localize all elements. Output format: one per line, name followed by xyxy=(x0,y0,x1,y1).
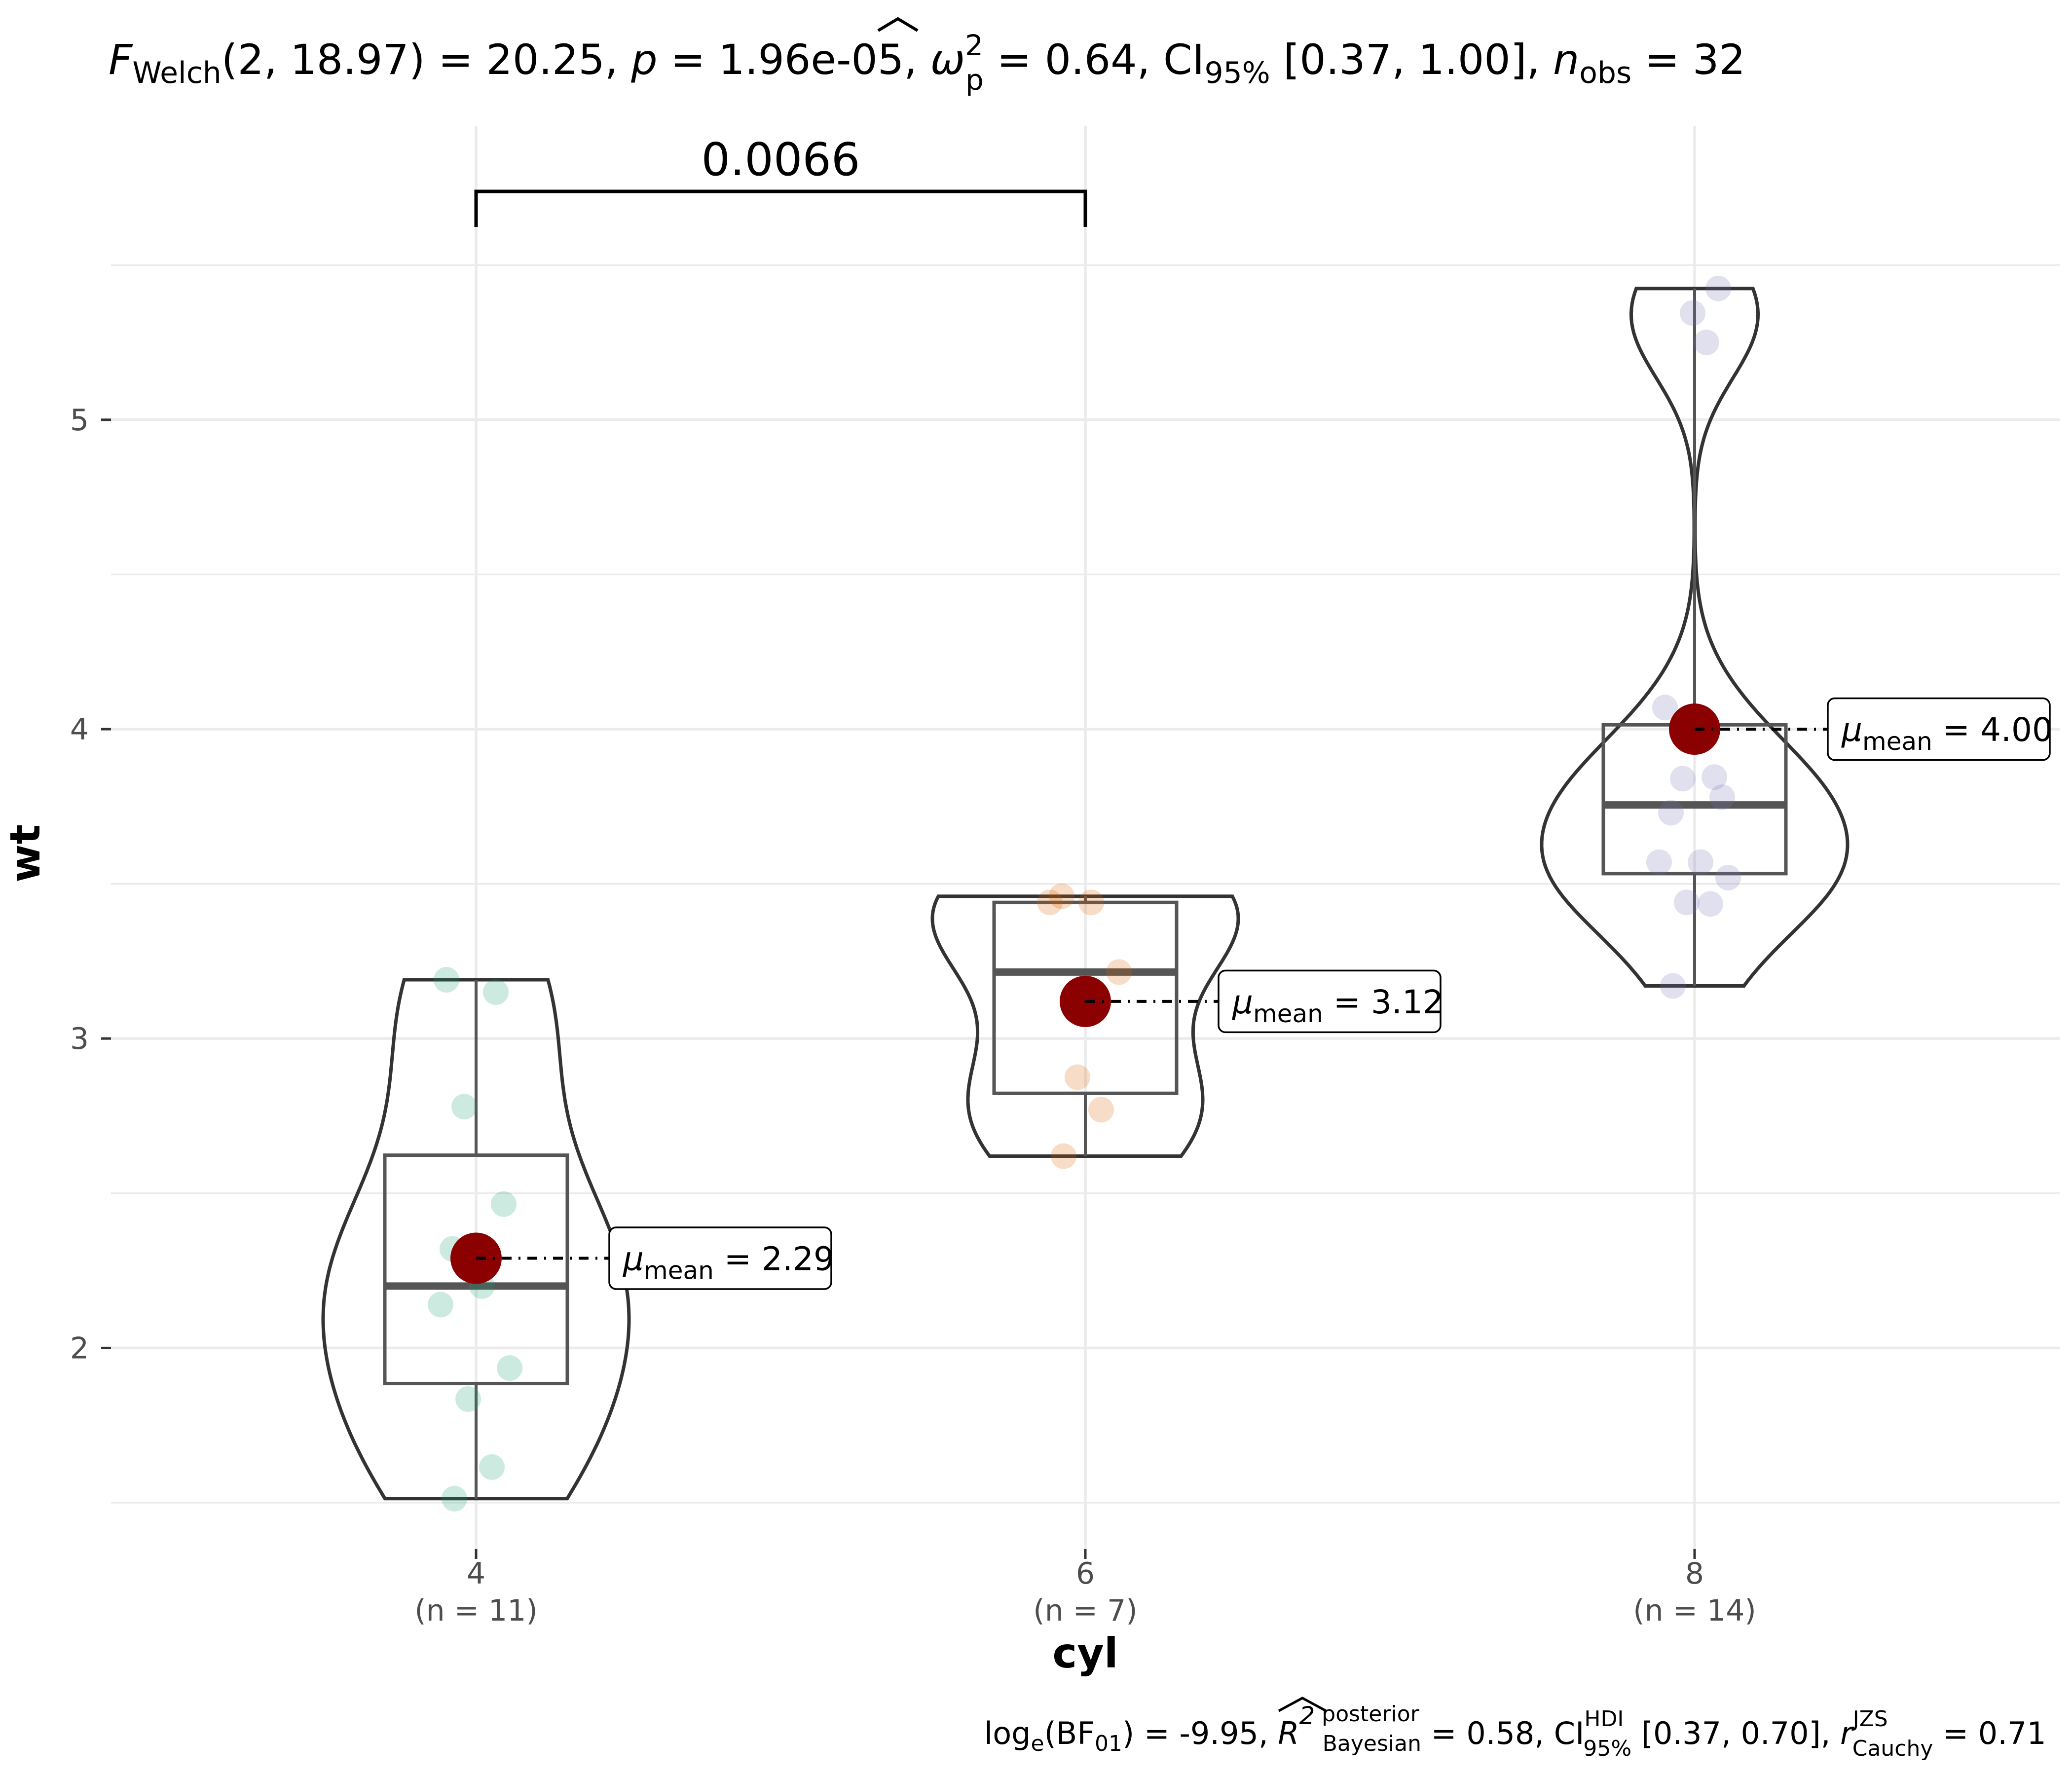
data-point xyxy=(1078,889,1104,916)
x-axis: 4(n = 11) 6(n = 7) 8(n = 14) xyxy=(414,1549,1756,1628)
data-point xyxy=(1037,889,1063,916)
data-point xyxy=(1660,973,1686,999)
data-point xyxy=(428,1292,453,1318)
mean-label-box xyxy=(1827,697,2051,761)
chart-subtitle: FWelch(2, 18.97) = 20.25, p = 1.96e-05, … xyxy=(109,29,1745,97)
data-point xyxy=(1702,764,1727,790)
mean-label: μmean = 2.29 xyxy=(623,1240,834,1285)
data-point xyxy=(1065,1064,1090,1090)
y-tick-label: 3 xyxy=(70,1022,89,1056)
data-point xyxy=(451,1094,477,1120)
data-point xyxy=(1688,849,1713,875)
data-point xyxy=(1049,883,1074,909)
y-tick-label: 5 xyxy=(70,403,89,438)
data-point xyxy=(1088,1097,1114,1123)
omega-hat-accent xyxy=(877,17,919,32)
x-tick-count-label: (n = 7) xyxy=(1033,1593,1137,1628)
comparison-brackets: 0.0066 xyxy=(474,133,1087,227)
mean-label: μmean = 4.00 xyxy=(1841,711,2053,756)
violin-cyl-4 xyxy=(321,978,631,1501)
violin-cyl-8 xyxy=(1540,287,1850,988)
comparison-p-value: 0.0066 xyxy=(702,133,860,186)
data-point xyxy=(497,1355,522,1381)
boxplots xyxy=(383,288,1788,1499)
data-point xyxy=(1705,275,1731,301)
y-axis-title: wt xyxy=(1,824,49,883)
chart-caption: loge(BF01) = -9.95, R2 posterior Bayesian … xyxy=(984,1702,2046,1761)
x-tick-count-label: (n = 11) xyxy=(414,1593,538,1628)
data-point xyxy=(1709,784,1735,810)
data-point xyxy=(1646,849,1672,875)
y-tick-label: 4 xyxy=(70,712,89,747)
data-point xyxy=(1106,959,1132,985)
x-tick-label: 8 xyxy=(1685,1556,1704,1591)
data-point xyxy=(1680,300,1705,326)
x-tick-count-label: (n = 14) xyxy=(1633,1593,1756,1628)
r-hat-accent xyxy=(1278,1697,1327,1712)
violin-cyl-6 xyxy=(930,894,1240,1158)
grid xyxy=(111,126,2060,1549)
x-axis-title: cyl xyxy=(1052,1629,1118,1677)
data-point xyxy=(1652,695,1678,721)
data-point xyxy=(434,967,459,993)
violins xyxy=(321,287,1850,1501)
box-cyl-6 xyxy=(992,900,1179,1095)
data-point xyxy=(1694,330,1719,356)
mean-labels: μmean = 2.29 μmean = 3.12 μmean = 4.00 xyxy=(476,697,2053,1290)
data-point xyxy=(1698,891,1723,917)
y-axis: 2 3 4 5 xyxy=(70,403,111,1366)
data-point xyxy=(1051,1143,1076,1169)
data-point xyxy=(1715,865,1741,891)
data-point xyxy=(483,979,509,1005)
mean-label-box xyxy=(608,1226,832,1290)
data-point xyxy=(1674,889,1700,916)
x-tick-label: 4 xyxy=(467,1556,485,1591)
mean-label-box xyxy=(1218,969,1442,1034)
data-point xyxy=(455,1386,481,1412)
data-point xyxy=(442,1485,467,1512)
mean-label: μmean = 3.12 xyxy=(1232,983,1443,1028)
comparison-bracket xyxy=(474,189,1087,227)
y-tick-label: 2 xyxy=(70,1331,89,1366)
data-point xyxy=(491,1191,517,1217)
data-point xyxy=(1658,800,1684,826)
box-cyl-4 xyxy=(383,1153,569,1385)
data-point xyxy=(479,1454,505,1480)
x-tick-label: 6 xyxy=(1076,1556,1095,1591)
data-point xyxy=(1670,766,1696,792)
